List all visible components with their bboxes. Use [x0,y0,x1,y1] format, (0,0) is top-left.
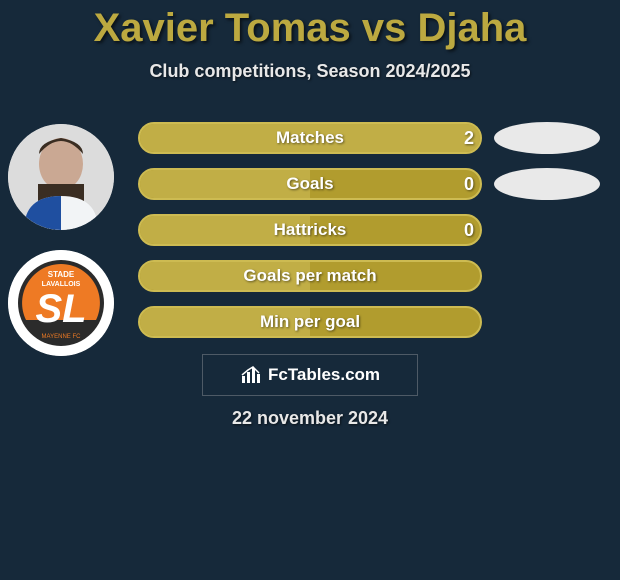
title-text: Xavier Tomas vs Djaha [94,6,527,50]
bar-chart-icon [240,364,262,386]
stat-p1-value: 2 [464,124,474,152]
player-avatars: STADE LAVALLOIS SL MAYENNE FC [8,124,114,376]
stat-label: Goals [140,170,480,198]
brand-name: FcTables.com [268,365,380,385]
brand-box: FcTables.com [202,354,418,396]
svg-text:SL: SL [35,287,86,331]
stat-row-hattricks: Hattricks 0 [138,214,482,246]
stat-row-matches: Matches 2 [138,122,482,154]
player2-value-ovals [494,122,600,214]
player1-photo-placeholder [8,124,114,230]
stat-label: Hattricks [140,216,480,244]
stat-p1-value: 0 [464,170,474,198]
p2-oval-goals [494,168,600,200]
player2-club-badge: STADE LAVALLOIS SL MAYENNE FC [8,250,114,356]
stats-bars: Matches 2 Goals 0 Hattricks 0 Goals per … [138,122,482,352]
page-title: Xavier Tomas vs Djaha [0,0,620,51]
stat-p1-value: 0 [464,216,474,244]
svg-text:MAYENNE FC: MAYENNE FC [42,334,82,340]
date-label: 22 november 2024 [0,408,620,429]
svg-text:STADE: STADE [48,270,75,279]
p2-oval-matches [494,122,600,154]
player1-avatar [8,124,114,230]
page-subtitle: Club competitions, Season 2024/2025 [0,61,620,82]
stat-row-min-per-goal: Min per goal [138,306,482,338]
stat-label: Min per goal [140,308,480,336]
stat-label: Matches [140,124,480,152]
stat-row-goals-per-match: Goals per match [138,260,482,292]
club-badge-icon: STADE LAVALLOIS SL MAYENNE FC [8,250,114,356]
stat-label: Goals per match [140,262,480,290]
stat-row-goals: Goals 0 [138,168,482,200]
